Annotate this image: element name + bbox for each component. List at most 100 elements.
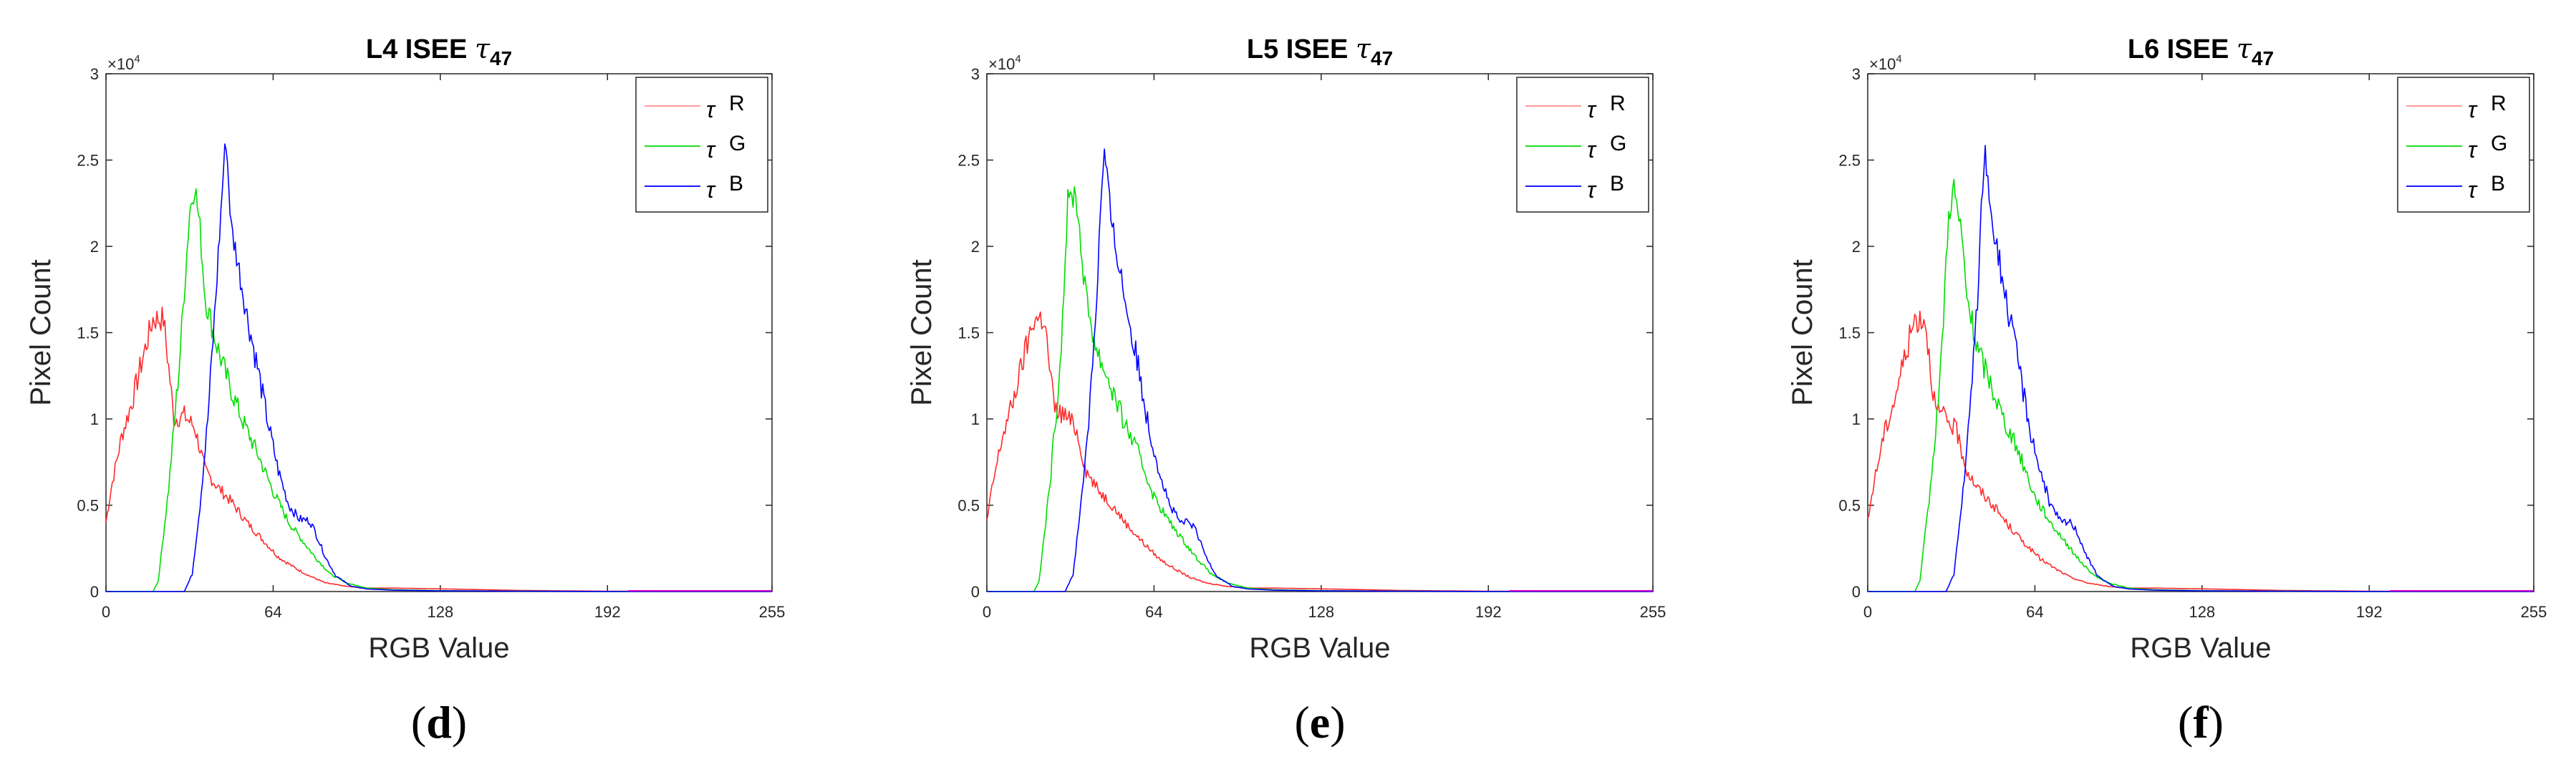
caption-close-paren: ) <box>1330 697 1345 748</box>
y-tick-label: 0.5 <box>77 497 99 515</box>
y-tick-label: 2.5 <box>957 152 980 170</box>
y-tick-label: 3 <box>971 65 980 83</box>
y-multiplier-base: ×10 <box>1869 55 1896 73</box>
chart-title-symbol: τ <box>475 33 491 64</box>
legend-symbol: τ <box>1587 177 1597 203</box>
chart-title: L5 ISEE τ47 <box>1247 33 1393 69</box>
y-multiplier: ×104 <box>988 53 1021 73</box>
caption-open-paren: ( <box>2178 697 2193 748</box>
legend-box <box>2397 77 2530 213</box>
caption-letter: d <box>426 697 452 748</box>
x-tick-label: 128 <box>2189 603 2215 621</box>
y-tick-label: 3 <box>1852 65 1861 83</box>
y-axis-label: Pixel Count <box>906 259 937 406</box>
legend-symbol: τ <box>2468 177 2478 203</box>
chart-title: L6 ISEE τ47 <box>2128 33 2274 69</box>
y-tick-label: 1 <box>1852 410 1861 428</box>
legend-symbol: τ <box>706 137 716 163</box>
legend-label-r: R <box>729 92 745 115</box>
y-multiplier-base: ×10 <box>988 55 1015 73</box>
chart-title-subscript: 47 <box>1371 47 1393 69</box>
x-tick-label: 0 <box>102 603 110 621</box>
caption-open-paren: ( <box>411 697 426 748</box>
y-tick-label: 1.5 <box>77 324 99 342</box>
x-tick-label: 192 <box>1475 603 1502 621</box>
y-multiplier-base: ×10 <box>107 55 134 73</box>
chart-title-prefix: L4 ISEE <box>366 34 475 64</box>
legend-symbol: τ <box>2468 137 2478 163</box>
x-tick-label: 0 <box>983 603 991 621</box>
caption-close-paren: ) <box>452 697 467 748</box>
chart-title-subscript: 47 <box>490 47 512 69</box>
y-tick-label: 2.5 <box>1838 152 1861 170</box>
x-tick-label: 192 <box>594 603 621 621</box>
y-multiplier: ×104 <box>1869 53 1902 73</box>
chart-title-subscript: 47 <box>2252 47 2274 69</box>
x-tick-label: 255 <box>2521 603 2547 621</box>
legend-box <box>635 77 768 213</box>
x-tick-label: 0 <box>1863 603 1872 621</box>
y-multiplier-exponent: 4 <box>1896 53 1901 65</box>
y-tick-label: 1 <box>90 410 99 428</box>
legend-label-b: B <box>1610 172 1624 196</box>
x-axis-label: RGB Value <box>368 632 509 664</box>
y-tick-label: 1.5 <box>957 324 980 342</box>
legend-label-g: G <box>729 132 746 155</box>
legend-symbol: τ <box>1587 137 1597 163</box>
panel-caption: (d) <box>411 697 467 748</box>
x-tick-label: 192 <box>2356 603 2383 621</box>
caption-letter: e <box>1310 697 1330 748</box>
y-tick-label: 1.5 <box>1838 324 1861 342</box>
legend-label-b: B <box>729 172 743 196</box>
caption-letter: f <box>2193 697 2209 748</box>
chart-title-prefix: L6 ISEE <box>2128 34 2237 64</box>
panel-caption: (f) <box>2178 697 2224 748</box>
legend-label-g: G <box>2491 132 2507 155</box>
legend-box <box>1516 77 1649 213</box>
y-tick-label: 2 <box>971 238 980 256</box>
legend-label-r: R <box>1610 92 1626 115</box>
y-tick-label: 2 <box>90 238 99 256</box>
x-tick-label: 128 <box>1308 603 1334 621</box>
y-tick-label: 0 <box>1852 583 1861 601</box>
y-tick-label: 0.5 <box>1838 497 1861 515</box>
panel-caption: (e) <box>1294 697 1345 748</box>
chart-title-symbol: τ <box>1356 33 1371 64</box>
legend-label-b: B <box>2491 172 2505 196</box>
x-tick-label: 64 <box>1145 603 1162 621</box>
caption-open-paren: ( <box>1294 697 1309 748</box>
legend-label-r: R <box>2491 92 2507 115</box>
legend-symbol: τ <box>706 177 716 203</box>
x-tick-label: 64 <box>2026 603 2043 621</box>
chart-title-prefix: L5 ISEE <box>1247 34 1356 64</box>
x-axis-label: RGB Value <box>1249 632 1390 664</box>
y-tick-label: 0 <box>971 583 980 601</box>
chart-title-symbol: τ <box>2237 33 2252 64</box>
y-axis-label: Pixel Count <box>1787 259 1818 406</box>
caption-close-paren: ) <box>2209 697 2224 748</box>
x-tick-label: 128 <box>427 603 453 621</box>
y-tick-label: 3 <box>90 65 99 83</box>
legend-symbol: τ <box>1587 97 1597 122</box>
y-tick-label: 0 <box>90 583 99 601</box>
x-tick-label: 64 <box>264 603 281 621</box>
y-axis-label: Pixel Count <box>25 259 57 406</box>
legend-label-g: G <box>1610 132 1626 155</box>
chart-title: L4 ISEE τ47 <box>366 33 512 69</box>
y-multiplier-exponent: 4 <box>1015 53 1021 65</box>
y-tick-label: 1 <box>971 410 980 428</box>
y-tick-label: 2.5 <box>77 152 99 170</box>
x-axis-label: RGB Value <box>2130 632 2271 664</box>
x-tick-label: 255 <box>1640 603 1666 621</box>
y-tick-label: 0.5 <box>957 497 980 515</box>
x-tick-label: 255 <box>759 603 786 621</box>
legend-symbol: τ <box>706 97 716 122</box>
y-multiplier-exponent: 4 <box>134 53 140 65</box>
y-tick-label: 2 <box>1852 238 1861 256</box>
y-multiplier: ×104 <box>107 53 140 73</box>
legend-symbol: τ <box>2468 97 2478 122</box>
